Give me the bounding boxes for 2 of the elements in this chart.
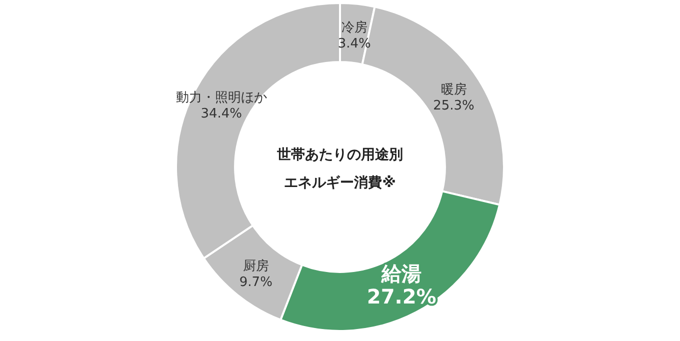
text: 世帯あたりの用途別: [276, 147, 403, 163]
text: エネルギー消費※: [284, 175, 396, 191]
